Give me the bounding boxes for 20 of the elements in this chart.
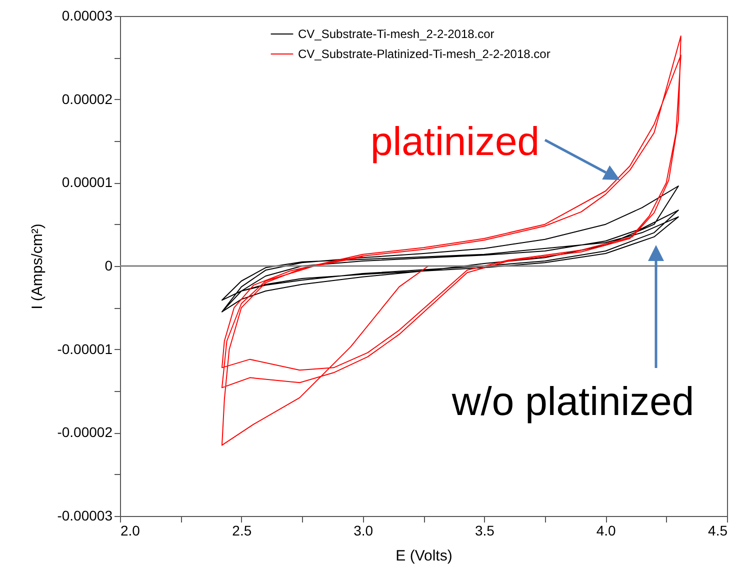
legend-label: CV_Substrate-Platinized-Ti-mesh_2-2-2018.cor — [298, 47, 550, 61]
x-tick-label: 2.0 — [120, 522, 140, 538]
x-tick-label: 2.5 — [232, 522, 252, 538]
legend-label: CV_Substrate-Ti-mesh_2-2-2018.cor — [298, 27, 494, 41]
x-tick-label: 4.5 — [708, 522, 728, 538]
annotation: platinized — [370, 120, 540, 164]
x-tick-label: 3.5 — [474, 522, 495, 538]
y-tick-label: 0.00001 — [62, 174, 113, 190]
y-tick-label: 0 — [104, 258, 113, 274]
y-tick-label: 0.00002 — [62, 90, 113, 107]
y-axis-title: I (Amps/cm²) — [29, 224, 46, 310]
x-tick-label: 3.0 — [354, 522, 374, 538]
y-tick-label: -0.00003 — [57, 508, 113, 524]
line-series — [221, 186, 679, 312]
x-axis-title: E (Volts) — [396, 548, 452, 564]
y-tick-label: 0.00003 — [62, 8, 113, 24]
y-tick-label: -0.00002 — [57, 424, 113, 440]
y-tick-label: -0.00001 — [57, 340, 113, 357]
annotation: w/o platinized — [450, 380, 694, 424]
x-tick-label: 4.0 — [596, 522, 616, 538]
